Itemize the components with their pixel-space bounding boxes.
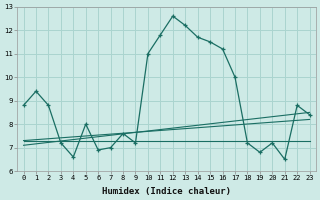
X-axis label: Humidex (Indice chaleur): Humidex (Indice chaleur) [102, 187, 231, 196]
